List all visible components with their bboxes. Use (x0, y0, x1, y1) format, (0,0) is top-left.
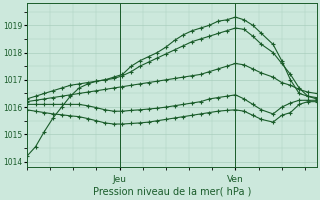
X-axis label: Pression niveau de la mer( hPa ): Pression niveau de la mer( hPa ) (92, 187, 251, 197)
